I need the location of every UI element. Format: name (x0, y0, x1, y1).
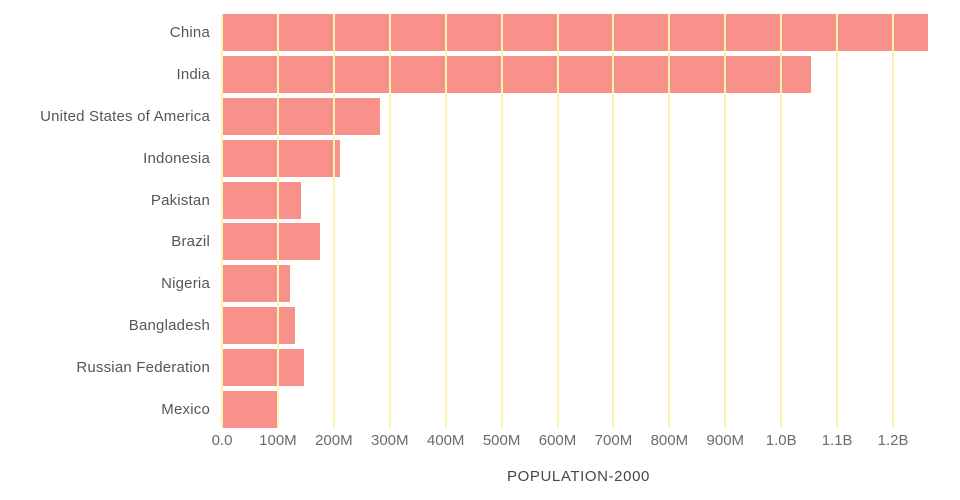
x-tick-label: 0.0 (211, 432, 233, 449)
bar-row (222, 97, 935, 135)
bar (222, 181, 302, 219)
x-tick-label: 1.2B (877, 432, 909, 449)
x-tick-label: 1.0B (765, 432, 797, 449)
x-tick-label: 1.1B (821, 432, 853, 449)
category-label: Mexico (161, 400, 210, 418)
bar-row (222, 181, 935, 219)
x-tick-label: 100M (259, 432, 297, 449)
category-label: Bangladesh (128, 317, 210, 335)
x-tick-label: 300M (370, 432, 409, 449)
chart-title: POPULATION-2000 (507, 468, 650, 485)
category-label: Pakistan (150, 191, 210, 209)
x-tick-label: 900M (706, 432, 745, 449)
bar-row (222, 223, 935, 261)
category-label: Russian Federation (76, 359, 210, 376)
bar-rows (222, 14, 935, 428)
bar (222, 223, 320, 261)
category-label: Nigeria (161, 275, 210, 293)
bar (222, 390, 277, 428)
x-axis: 0.0 100M 200M 300M 400M 500M 600M 700M 800M 900M 1… (212, 432, 935, 452)
category-label: Indonesia (143, 149, 210, 167)
bar-row (222, 265, 935, 303)
bar-row (222, 14, 935, 51)
category-label: China (169, 24, 210, 41)
bar (222, 14, 929, 51)
x-tick-label: 600M (538, 432, 577, 449)
category-label: United States of America (40, 107, 210, 125)
category-label: Brazil (171, 233, 210, 251)
bar-row (222, 349, 935, 386)
x-tick-label: 500M (482, 432, 521, 449)
bar-row (222, 307, 935, 345)
bar-row (222, 390, 935, 428)
x-tick-label: 700M (594, 432, 633, 449)
x-tick-label: 800M (650, 432, 689, 449)
bar (222, 265, 291, 303)
y-axis-labels: China India United States of America Indone… (0, 14, 210, 428)
bar (222, 139, 340, 177)
bar-row (222, 139, 935, 177)
category-label: India (176, 65, 210, 83)
x-tick-label: 400M (426, 432, 465, 449)
bar (222, 97, 380, 135)
bar (222, 307, 296, 345)
bar (222, 349, 304, 386)
x-tick-label: 200M (315, 432, 353, 449)
bar-row (222, 55, 935, 93)
plot-area (221, 14, 935, 428)
bar (222, 55, 811, 93)
